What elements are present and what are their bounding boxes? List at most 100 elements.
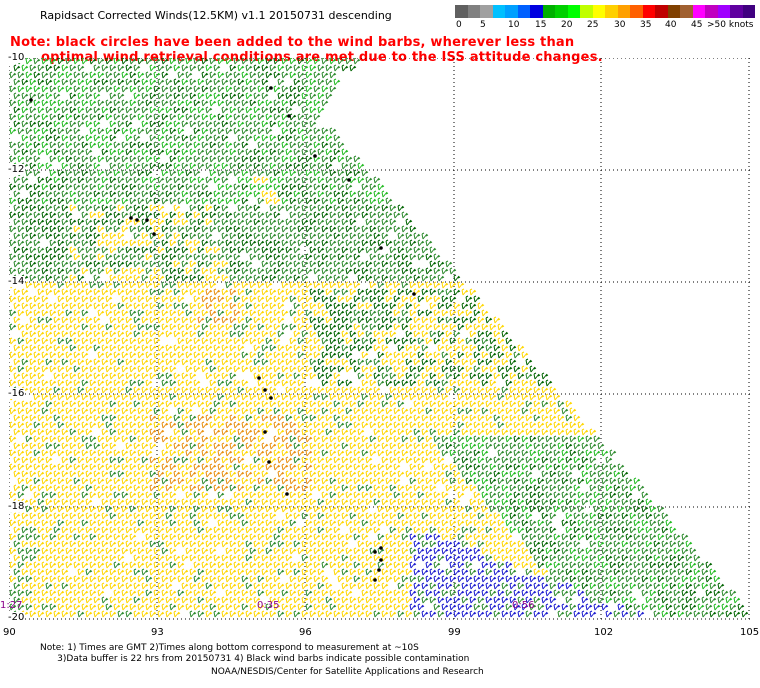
color-swatch bbox=[517, 5, 530, 18]
wind-barb bbox=[141, 78, 149, 86]
wind-barb bbox=[141, 484, 149, 492]
wind-barb bbox=[129, 575, 137, 583]
wind-barb bbox=[349, 428, 357, 436]
wind-barb bbox=[161, 141, 169, 149]
wind-barb bbox=[241, 127, 249, 135]
wind-barb bbox=[89, 169, 97, 177]
wind-barb bbox=[41, 85, 49, 93]
wind-barb bbox=[493, 498, 501, 506]
wind-barb bbox=[117, 372, 125, 380]
wind-barb bbox=[137, 58, 145, 65]
wind-barb bbox=[421, 596, 429, 604]
wind-barb bbox=[65, 281, 73, 289]
wind-barb bbox=[41, 197, 49, 205]
wind-barb bbox=[165, 106, 173, 114]
wind-barb bbox=[465, 463, 473, 471]
wind-barb bbox=[409, 561, 417, 569]
wind-barb bbox=[61, 120, 69, 128]
wind-barb bbox=[681, 547, 689, 555]
wind-barb bbox=[477, 386, 485, 394]
wind-barb bbox=[261, 106, 269, 114]
wind-barb bbox=[221, 554, 229, 562]
wind-barb bbox=[89, 379, 97, 387]
wind-barb bbox=[301, 134, 309, 142]
wind-barb bbox=[405, 344, 413, 352]
wind-barb bbox=[673, 561, 681, 569]
wind-barb bbox=[273, 85, 281, 93]
wind-barb bbox=[277, 372, 285, 380]
wind-barb bbox=[605, 470, 613, 478]
wind-barb bbox=[65, 435, 73, 443]
wind-barb bbox=[49, 58, 57, 65]
wind-barb bbox=[293, 568, 301, 576]
wind-barb bbox=[169, 141, 177, 149]
wind-barb bbox=[501, 582, 509, 590]
wind-barb bbox=[453, 302, 461, 310]
wind-barb bbox=[557, 582, 565, 590]
wind-barb bbox=[289, 141, 297, 149]
wind-barb bbox=[49, 267, 57, 275]
wind-barb bbox=[285, 246, 293, 254]
wind-barb bbox=[373, 176, 381, 184]
wind-barb bbox=[13, 582, 21, 590]
wind-barb bbox=[125, 610, 133, 618]
wind-barb bbox=[21, 442, 29, 450]
wind-barb bbox=[129, 141, 137, 149]
wind-barb bbox=[569, 491, 577, 499]
wind-barb bbox=[345, 295, 353, 303]
wind-barb bbox=[105, 155, 113, 163]
wind-barb bbox=[325, 232, 333, 240]
wind-barb bbox=[585, 547, 593, 555]
wind-barb bbox=[153, 533, 161, 541]
wind-barb bbox=[493, 596, 501, 604]
wind-barb bbox=[269, 330, 277, 338]
wind-barb bbox=[137, 71, 145, 79]
wind-barb bbox=[413, 386, 421, 394]
wind-barb bbox=[133, 204, 141, 212]
wind-barb bbox=[325, 400, 333, 408]
wind-barb bbox=[549, 582, 557, 590]
wind-barb bbox=[61, 190, 69, 198]
wind-barb bbox=[353, 365, 361, 373]
wind-barb bbox=[17, 183, 25, 191]
wind-barb bbox=[157, 540, 165, 548]
wind-barb bbox=[229, 582, 237, 590]
wind-barb bbox=[529, 505, 537, 513]
wind-barb bbox=[81, 99, 89, 107]
wind-barb bbox=[317, 358, 325, 366]
wind-barb bbox=[577, 421, 585, 429]
wind-barb bbox=[505, 519, 513, 527]
wind-barb bbox=[225, 127, 233, 135]
wind-barb bbox=[209, 393, 217, 401]
wind-barb bbox=[433, 449, 441, 457]
wind-barb bbox=[33, 127, 41, 135]
wind-barb bbox=[69, 204, 77, 212]
wind-barb bbox=[77, 484, 85, 492]
wind-barb bbox=[473, 533, 481, 541]
wind-barb bbox=[101, 386, 109, 394]
wind-barb bbox=[233, 505, 241, 513]
wind-barb bbox=[257, 85, 265, 93]
wind-barb bbox=[573, 484, 581, 492]
wind-barb bbox=[177, 323, 185, 331]
wind-barb bbox=[321, 379, 329, 387]
wind-barb bbox=[517, 540, 525, 548]
wind-barb bbox=[173, 568, 181, 576]
wind-barb bbox=[181, 400, 189, 408]
wind-barb bbox=[185, 239, 193, 247]
wind-barb bbox=[345, 575, 353, 583]
wind-barb bbox=[73, 533, 81, 541]
wind-barb bbox=[285, 596, 293, 604]
wind-barb bbox=[333, 176, 341, 184]
wind-barb bbox=[193, 575, 201, 583]
wind-barb bbox=[237, 498, 245, 506]
wind-barb bbox=[41, 477, 49, 485]
wind-barb bbox=[629, 568, 637, 576]
wind-barb bbox=[593, 505, 601, 513]
wind-barb bbox=[81, 519, 89, 527]
wind-barb bbox=[97, 309, 105, 317]
wind-barb bbox=[417, 351, 425, 359]
wind-barb bbox=[117, 596, 125, 604]
wind-barb bbox=[61, 274, 69, 282]
wind-barb bbox=[245, 596, 253, 604]
